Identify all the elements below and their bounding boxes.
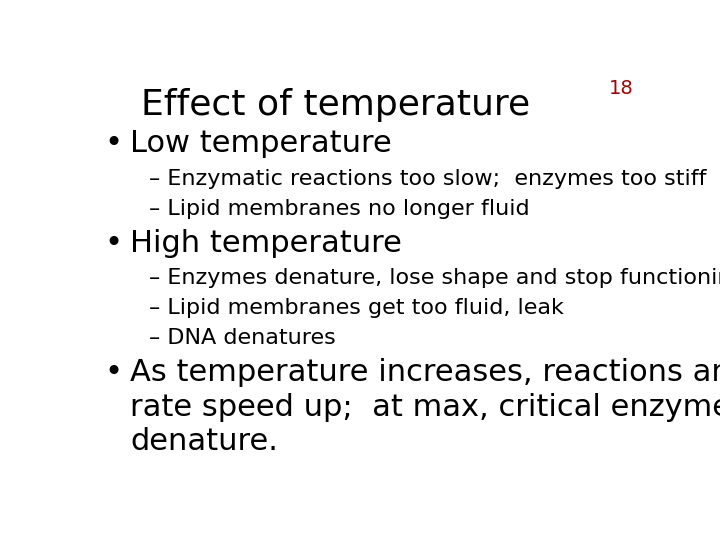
Text: High temperature: High temperature [130, 228, 402, 258]
Text: – DNA denatures: – DNA denatures [148, 328, 336, 348]
Text: As temperature increases, reactions and growth
rate speed up;  at max, critical : As temperature increases, reactions and … [130, 358, 720, 456]
Text: Low temperature: Low temperature [130, 129, 392, 158]
Text: – Lipid membranes no longer fluid: – Lipid membranes no longer fluid [148, 199, 529, 219]
Text: •: • [104, 228, 122, 258]
Text: 18: 18 [609, 79, 634, 98]
Text: •: • [104, 358, 122, 387]
Text: – Enzymes denature, lose shape and stop functioning: – Enzymes denature, lose shape and stop … [148, 268, 720, 288]
Text: Effect of temperature: Effect of temperature [141, 87, 530, 122]
Text: •: • [104, 129, 122, 158]
Text: – Enzymatic reactions too slow;  enzymes too stiff: – Enzymatic reactions too slow; enzymes … [148, 168, 706, 189]
Text: – Lipid membranes get too fluid, leak: – Lipid membranes get too fluid, leak [148, 298, 564, 318]
